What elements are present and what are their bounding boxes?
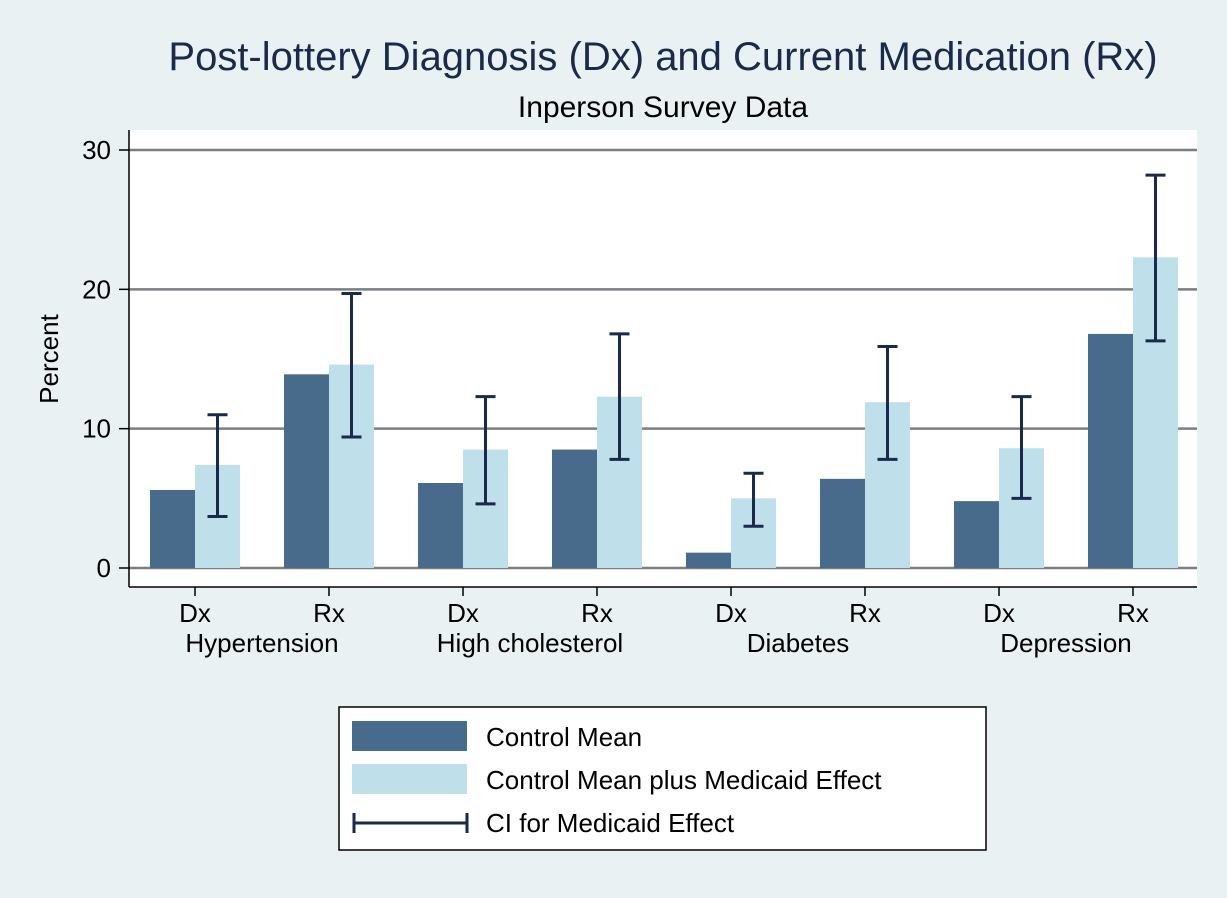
x-group-label: Diabetes <box>747 628 850 658</box>
bar-control-mean <box>418 483 463 568</box>
legend: Control Mean Control Mean plus Medicaid … <box>338 706 987 851</box>
ci-whisker <box>877 344 898 461</box>
legend-swatch-medicaid-effect <box>352 764 467 794</box>
x-category-label: Rx <box>1117 598 1149 628</box>
ci-whisker <box>609 332 630 461</box>
legend-ci-icon <box>352 813 469 833</box>
ci-whisker <box>475 395 496 506</box>
ci-whisker <box>743 471 764 528</box>
error-bars <box>207 173 1166 528</box>
legend-label-control-mean: Control Mean <box>486 722 642 752</box>
y-tick-label: 30 <box>82 135 111 165</box>
bar-control-mean <box>686 552 731 568</box>
x-group-label: Depression <box>1000 628 1132 658</box>
x-category-label: Rx <box>313 598 345 628</box>
ci-whisker <box>1011 395 1032 500</box>
x-category-label: Dx <box>715 598 747 628</box>
x-category-label: Rx <box>849 598 881 628</box>
bar-control-mean <box>820 478 865 568</box>
chart-title: Post-lottery Diagnosis (Dx) and Current … <box>168 35 1157 79</box>
legend-label-medicaid-effect: Control Mean plus Medicaid Effect <box>486 765 882 795</box>
x-category-label: Dx <box>983 598 1015 628</box>
ci-whisker <box>1145 173 1166 343</box>
y-tick-label: 20 <box>82 274 111 304</box>
ci-whisker <box>207 413 228 518</box>
legend-label-ci: CI for Medicaid Effect <box>486 808 735 838</box>
bar-control-mean <box>150 489 195 568</box>
x-group-label: High cholesterol <box>437 628 623 658</box>
legend-swatch-control-mean <box>352 721 467 751</box>
bar-control-mean <box>284 374 329 568</box>
bar-control-mean <box>552 449 597 568</box>
x-category-label: Dx <box>447 598 479 628</box>
x-group-label: Hypertension <box>185 628 338 658</box>
y-tick-label: 0 <box>97 553 111 583</box>
y-tick-label: 10 <box>82 414 111 444</box>
axes: 0 10 20 30 <box>82 130 1197 596</box>
chart-subtitle: Inperson Survey Data <box>518 91 808 124</box>
x-category-label: Rx <box>581 598 613 628</box>
bar-control-mean <box>1088 333 1133 568</box>
ci-whisker <box>341 292 362 439</box>
bar-control-mean <box>954 501 999 568</box>
x-category-label: Dx <box>179 598 211 628</box>
y-axis-label: Percent <box>34 313 64 403</box>
